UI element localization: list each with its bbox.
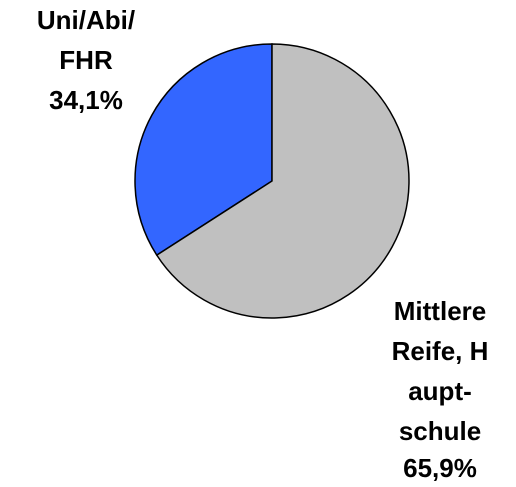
value-label: 34,1% xyxy=(49,85,123,115)
pie-slice xyxy=(155,43,410,319)
slice-label: Mittlere xyxy=(394,296,486,326)
value-label: 65,9% xyxy=(403,453,477,483)
slice-label: schule xyxy=(399,416,481,446)
slice-label: FHR xyxy=(59,45,113,75)
slice-label: Uni/Abi/ xyxy=(37,5,135,35)
slice-label: aupt- xyxy=(408,376,472,406)
slice-label: Reife, H xyxy=(392,336,489,366)
